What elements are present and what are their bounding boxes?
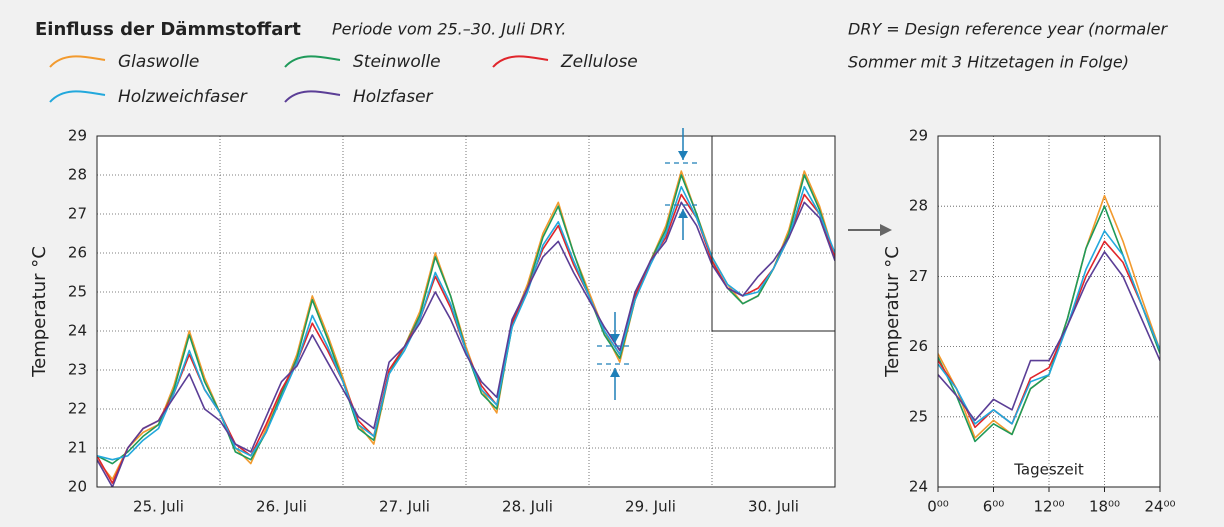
x-tick-label: 12⁰⁰ — [1033, 498, 1064, 516]
y-tick-label: 22 — [68, 400, 87, 418]
y-tick-label: 28 — [68, 166, 87, 184]
legend-swatch — [492, 55, 549, 68]
legend-swatch — [49, 55, 106, 68]
annotation-arrow-head — [610, 334, 620, 343]
x-tick-label: 25. Juli — [133, 498, 184, 516]
legend-swatch — [49, 90, 106, 103]
y-tick-label: 25 — [909, 407, 928, 425]
y-tick-label: 27 — [909, 267, 928, 285]
plot-area — [938, 136, 1160, 487]
x-tick-label: 30. Juli — [748, 498, 799, 516]
y-tick-label: 24 — [68, 322, 87, 340]
x-tick-label: 27. Juli — [379, 498, 430, 516]
legend-label: Zellulose — [560, 52, 638, 72]
y-tick-label: 26 — [68, 244, 87, 262]
series-line — [938, 251, 1160, 422]
y-tick-label: 27 — [68, 205, 87, 223]
zoom-arrow-head — [880, 224, 892, 236]
legend-swatch — [284, 90, 341, 103]
x-tick-label: 18⁰⁰ — [1089, 498, 1120, 516]
legend-swatch — [284, 55, 341, 68]
subtitle: Periode vom 25.–30. Juli DRY. — [332, 20, 566, 39]
y-tick-label: 20 — [68, 478, 87, 496]
x-tick-label: 24⁰⁰ — [1144, 498, 1175, 516]
y-tick-label: 21 — [68, 439, 87, 457]
legend-label: Holzweichfaser — [118, 87, 248, 107]
y-tick-label: 23 — [68, 361, 87, 379]
x-tick-label: 0⁰⁰ — [927, 498, 949, 516]
series-line — [938, 240, 1160, 429]
y-tick-label: 24 — [909, 478, 928, 496]
plot-area — [97, 136, 835, 487]
annotation: Tageszeit — [1013, 461, 1084, 479]
annotation-arrow-head — [610, 368, 620, 377]
zoom-box — [711, 135, 836, 332]
legend-label: Holzfaser — [353, 87, 434, 107]
x-tick-label: 26. Juli — [256, 498, 307, 516]
note: Sommer mit 3 Hitzetagen in Folge) — [848, 53, 1129, 72]
y-tick-label: 29 — [909, 127, 928, 145]
chart-title: Einfluss der Dämmstoffart — [35, 19, 301, 40]
y-tick-label: 28 — [909, 197, 928, 215]
x-tick-label: 29. Juli — [625, 498, 676, 516]
x-tick-label: 6⁰⁰ — [983, 498, 1005, 516]
series-line — [938, 230, 1160, 425]
y-tick-label: 25 — [68, 283, 87, 301]
y-tick-label: 26 — [909, 337, 928, 355]
note: DRY = Design reference year (normaler — [848, 20, 1169, 39]
y-axis-label: Temperatur °C — [882, 246, 903, 378]
y-tick-label: 29 — [68, 127, 87, 145]
x-tick-label: 28. Juli — [502, 498, 553, 516]
legend-label: Steinwolle — [353, 52, 441, 72]
plot-frame — [937, 135, 1161, 488]
y-axis-label: Temperatur °C — [29, 246, 50, 378]
legend-label: Glaswolle — [118, 52, 199, 72]
annotation-arrow-head — [678, 151, 688, 160]
annotation-arrow-head — [678, 209, 688, 218]
